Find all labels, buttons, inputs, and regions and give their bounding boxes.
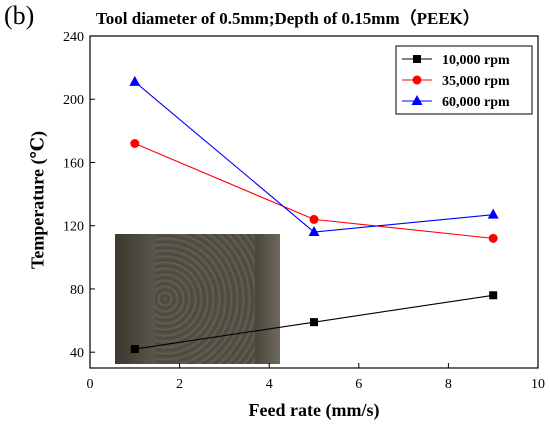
legend-marker-2 <box>412 75 422 85</box>
x-tick-label: 6 <box>355 377 362 392</box>
data-point-series-3 <box>129 75 141 86</box>
y-tick-label: 240 <box>63 30 84 45</box>
y-tick-label: 160 <box>63 156 84 171</box>
legend-label-2: 35,000 rpm <box>442 74 510 89</box>
data-point-series-1 <box>310 318 318 327</box>
y-tick-label: 120 <box>63 220 84 235</box>
series-line-2 <box>134 142 494 239</box>
data-point-series-1 <box>489 291 498 300</box>
data-point-series-3 <box>308 226 320 237</box>
legend-marker-3 <box>411 95 423 105</box>
x-tick-label: 4 <box>266 377 273 392</box>
inset-micrograph <box>115 234 280 364</box>
y-tick-label: 40 <box>70 346 84 361</box>
y-tick-label: 200 <box>63 93 84 108</box>
legend-label-3: 60,000 rpm <box>442 95 510 110</box>
x-tick-label: 8 <box>445 377 452 392</box>
plot-frame <box>89 35 539 369</box>
legend-label-1: 10,000 rpm <box>442 53 510 68</box>
x-tick-label: 0 <box>87 377 94 392</box>
data-point-series-2 <box>130 139 140 149</box>
x-tick-label: 2 <box>176 377 183 392</box>
data-point-series-2 <box>488 233 498 243</box>
chart-title: Tool diameter of 0.5mm;Depth of 0.15mm（P… <box>96 9 480 28</box>
data-point-series-2 <box>309 214 319 224</box>
data-point-series-3 <box>487 208 499 219</box>
data-point-series-1 <box>130 345 139 354</box>
panel-label: (b) <box>4 1 35 30</box>
x-tick-label: 10 <box>531 377 545 392</box>
x-axis-label: Feed rate (mm/s) <box>248 400 380 420</box>
legend-marker-1 <box>413 55 421 63</box>
y-tick-label: 80 <box>70 283 84 298</box>
